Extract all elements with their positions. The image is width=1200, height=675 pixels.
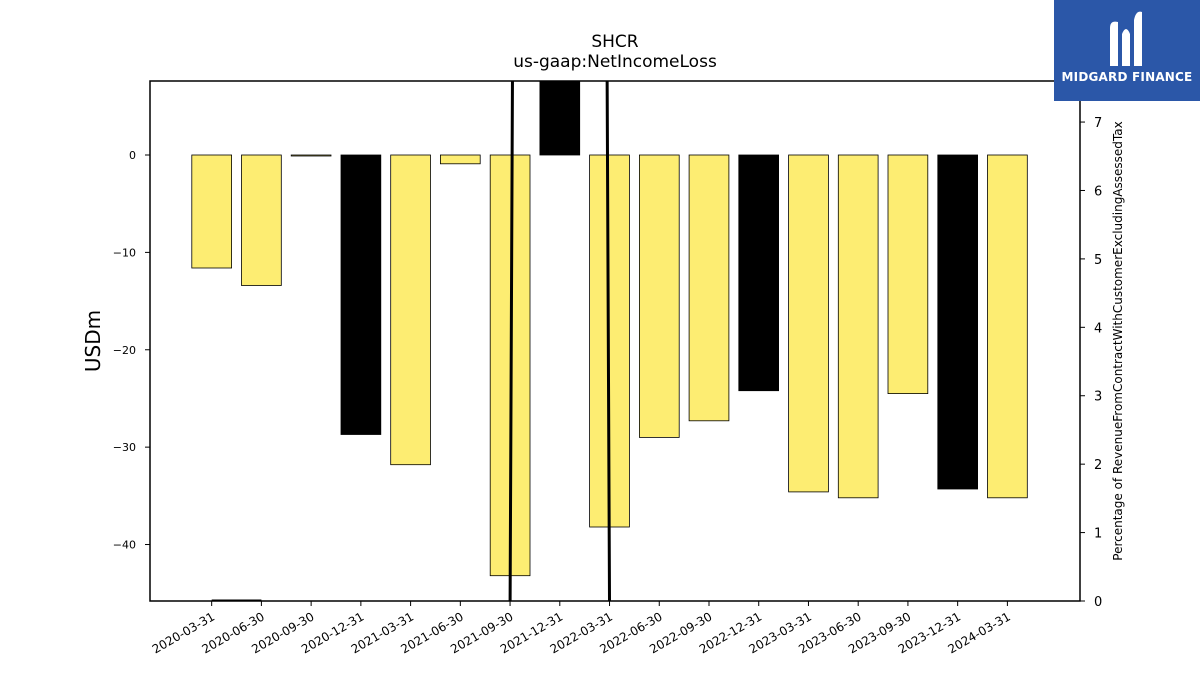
y2-tick-label: 1 [1094,527,1102,542]
y2-tick-label: 2 [1094,458,1102,473]
midgard-logo-icon [1110,11,1142,67]
y-tick-label: 0 [129,149,136,162]
x-axis: 2020-03-312020-06-302020-09-302020-12-31… [150,601,1013,656]
y-tick-label: −20 [113,344,136,357]
bar-2021-03-31 [390,154,431,466]
bar-2023-06-30 [837,154,879,499]
bar-2022-06-30 [639,154,680,438]
y2-tick-label: 4 [1094,321,1102,336]
y2-tick-label: 6 [1094,184,1102,199]
midgard-finance-logo: MIDGARD FINANCE [1054,0,1200,101]
bar-2023-09-30 [887,154,929,395]
y2-tick-label: 0 [1094,595,1102,610]
bar-2020-06-30 [241,154,282,286]
bar-2020-09-30 [290,154,332,157]
bar-2023-12-31 [937,154,978,490]
chart-title: SHCR [591,32,639,52]
y2-axis-label: Percentage of RevenueFromContractWithCus… [1111,121,1125,560]
y2-tick-label: 5 [1094,253,1102,268]
bar-2024-03-31 [987,154,1028,499]
plot-frame [149,80,1081,602]
y2-tick-label: 7 [1094,116,1102,131]
bar-2022-12-31 [738,154,779,392]
bar-2020-12-31 [340,154,382,435]
y-tick-label: −10 [113,246,136,259]
logo-text: MIDGARD FINANCE [1061,70,1193,84]
bars-group [191,81,1028,577]
bar-2021-06-30 [439,154,481,165]
chart-subtitle: us-gaap:NetIncomeLoss [513,52,717,72]
bar-2022-09-30 [688,154,730,422]
y-axis-label: USDm [81,310,105,372]
y-tick-label: −40 [113,539,136,552]
y2-axis: 0 1 2 3 4 5 6 7 [1080,116,1102,610]
y2-tick-label: 3 [1094,390,1102,405]
y-tick-label: −30 [113,441,136,454]
y-axis: 0 −10 −20 −30 −40 [113,149,150,552]
bar-2020-03-31 [191,154,233,269]
bar-2021-12-31 [539,81,581,156]
bar-2023-03-31 [788,154,829,493]
